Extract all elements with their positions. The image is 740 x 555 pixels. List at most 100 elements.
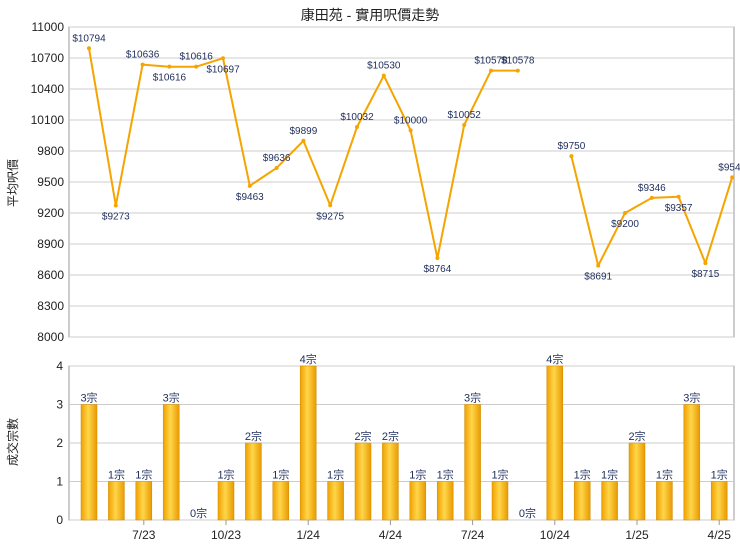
price-data-label: $10578 [474, 56, 508, 67]
price-data-label: $10616 [180, 52, 214, 63]
price-data-label: $8691 [584, 272, 612, 283]
price-point [113, 203, 118, 208]
price-tick-label: 8900 [37, 237, 64, 251]
volume-bar [354, 442, 372, 521]
price-axis-label: 平均呎價 [6, 159, 20, 207]
price-data-label: $10697 [206, 64, 240, 75]
volume-data-label: 0宗 [519, 506, 536, 520]
price-point [569, 154, 574, 159]
volume-data-label: 1宗 [108, 468, 125, 482]
volume-bar [382, 442, 399, 521]
volume-bar [491, 481, 509, 521]
price-data-label: $8764 [423, 264, 451, 275]
price-tick-label: 9200 [37, 206, 64, 220]
volume-bar [135, 481, 153, 521]
price-point [730, 175, 735, 180]
volume-bar [217, 481, 235, 521]
price-point [355, 125, 359, 130]
price-data-label: $10794 [72, 33, 106, 44]
price-data-label: $9275 [316, 211, 344, 222]
volume-data-label: 1宗 [491, 468, 508, 482]
price-point [140, 62, 145, 67]
x-tick-label: 10/24 [540, 528, 570, 542]
price-tick-label: 9800 [37, 144, 64, 158]
volume-data-label: 1宗 [656, 468, 673, 482]
price-point [649, 195, 654, 200]
volume-data-label: 2宗 [628, 429, 645, 443]
volume-bar [436, 481, 454, 521]
price-tick-label: 8600 [37, 268, 64, 282]
volume-bar [299, 365, 317, 521]
price-point [381, 73, 386, 78]
price-point [623, 211, 627, 215]
price-point [515, 68, 520, 73]
volume-data-label: 1宗 [574, 468, 591, 482]
price-point [274, 165, 279, 170]
volume-data-label: 2宗 [245, 429, 262, 443]
price-data-label: $9899 [289, 126, 317, 137]
volume-bar [601, 481, 618, 521]
volume-bar [327, 481, 344, 521]
volume-tick-label: 0 [56, 513, 63, 527]
volume-data-label: 3宗 [464, 391, 481, 405]
volume-data-label: 4宗 [546, 352, 563, 366]
volume-data-label: 1宗 [217, 468, 234, 482]
volume-bar [573, 481, 591, 521]
volume-tick-label: 2 [56, 436, 63, 450]
x-tick-label: 1/24 [297, 528, 321, 542]
price-data-label: $9545 [718, 162, 740, 173]
volume-data-label: 1宗 [711, 468, 728, 482]
volume-bar [464, 404, 481, 521]
volume-data-label: 2宗 [382, 429, 399, 443]
x-tick-label: 4/24 [379, 528, 403, 542]
price-point [435, 256, 440, 261]
volume-data-label: 1宗 [601, 468, 618, 482]
price-data-label: $9463 [236, 192, 264, 203]
price-tick-label: 10400 [31, 82, 65, 96]
volume-data-label: 1宗 [272, 468, 289, 482]
price-data-label: $10636 [126, 50, 160, 61]
volume-bar [162, 404, 180, 521]
volume-data-label: 4宗 [300, 352, 317, 366]
price-data-label: $9346 [638, 183, 666, 194]
volume-data-label: 3宗 [80, 391, 97, 405]
price-data-label: $8715 [691, 269, 719, 280]
price-point [676, 194, 681, 199]
volume-bar [683, 404, 701, 521]
price-data-label: $9636 [263, 153, 291, 164]
price-point [301, 138, 306, 143]
price-tick-label: 8300 [37, 299, 64, 313]
volume-bar [245, 442, 262, 521]
price-point [167, 64, 172, 69]
price-tick-label: 11000 [32, 20, 65, 34]
volume-bar [409, 481, 427, 521]
volume-bar [628, 442, 646, 521]
volume-bar [656, 481, 673, 521]
volume-data-label: 1宗 [437, 468, 454, 482]
price-data-label: $10000 [394, 115, 428, 126]
volume-axis-label: 成交宗數 [5, 418, 20, 466]
volume-bar [80, 404, 98, 521]
x-tick-label: 1/25 [625, 528, 649, 542]
price-tick-label: 10100 [31, 113, 65, 127]
x-tick-label: 10/23 [211, 528, 241, 542]
price-point [221, 56, 225, 61]
volume-data-label: 0宗 [190, 506, 207, 520]
price-data-label: $9273 [102, 211, 130, 222]
price-point [408, 128, 413, 133]
price-data-label: $10052 [448, 110, 482, 121]
volume-data-label: 3宗 [163, 391, 180, 405]
x-tick-label: 4/25 [708, 528, 732, 542]
price-tick-label: 10700 [31, 51, 65, 65]
volume-bar [108, 481, 125, 521]
price-point [87, 46, 91, 51]
price-point [328, 203, 333, 208]
volume-bar-chart: 0 1 2 3 4 3宗 1宗 1宗 3宗 0宗 1宗 2宗 1宗 4宗 1宗 2宗 2宗 1宗 1宗 3宗 1宗 0宗 4… [56, 352, 735, 542]
price-data-label: $10530 [367, 61, 401, 72]
volume-bar [710, 481, 728, 521]
volume-data-label: 1宗 [135, 468, 152, 482]
volume-data-label: 3宗 [683, 391, 700, 405]
price-point [489, 68, 493, 73]
